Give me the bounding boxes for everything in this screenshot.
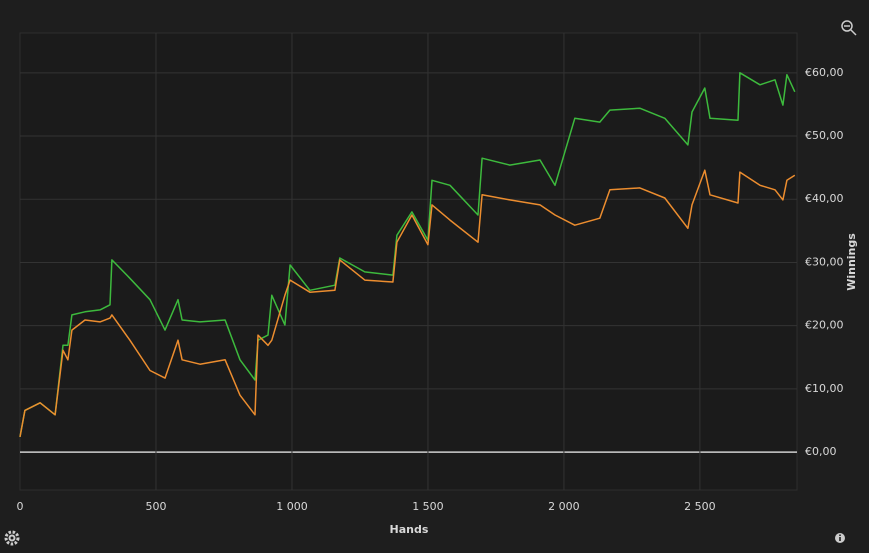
settings-button[interactable] <box>4 530 20 546</box>
y-tick-label: €60,00 <box>805 66 844 79</box>
x-tick-label: 2 000 <box>548 500 580 513</box>
info-button[interactable] <box>835 533 845 543</box>
y-axis-label: Winnings <box>845 233 858 291</box>
x-tick-label: 1 500 <box>412 500 444 513</box>
x-tick-label: 0 <box>17 500 24 513</box>
y-tick-label: €20,00 <box>805 319 844 332</box>
x-tick-label: 1 000 <box>276 500 308 513</box>
x-axis-label: Hands <box>390 523 429 536</box>
y-tick-label: €50,00 <box>805 129 844 142</box>
y-tick-label: €30,00 <box>805 255 844 268</box>
x-tick-label: 2 500 <box>684 500 716 513</box>
line-series <box>19 72 796 438</box>
grid <box>20 33 797 490</box>
y-tick-label: €0,00 <box>805 445 837 458</box>
zoom-button[interactable] <box>841 20 857 36</box>
plot-area <box>19 32 798 491</box>
line-series <box>19 169 796 438</box>
y-tick-label: €10,00 <box>805 382 844 395</box>
x-tick-label: 500 <box>145 500 166 513</box>
y-tick-label: €40,00 <box>805 192 844 205</box>
